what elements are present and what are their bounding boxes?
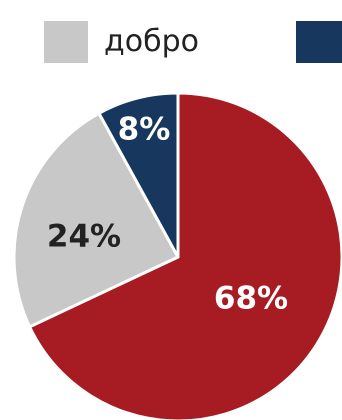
legend-swatch-navy	[296, 21, 342, 63]
slice-8	[97, 91, 180, 259]
slice-24	[12, 111, 180, 329]
legend: добро	[44, 21, 342, 63]
slice-68	[28, 91, 342, 420]
slice-8-label: 8%	[118, 112, 171, 148]
legend-swatch-dobro	[44, 21, 88, 63]
slice-24-label: 24%	[47, 219, 121, 255]
pie-slices	[12, 91, 342, 420]
legend-label-dobro: добро	[104, 24, 199, 59]
pie-labels: 68% 24% 8%	[47, 112, 288, 317]
slice-68-label: 68%	[214, 281, 288, 317]
